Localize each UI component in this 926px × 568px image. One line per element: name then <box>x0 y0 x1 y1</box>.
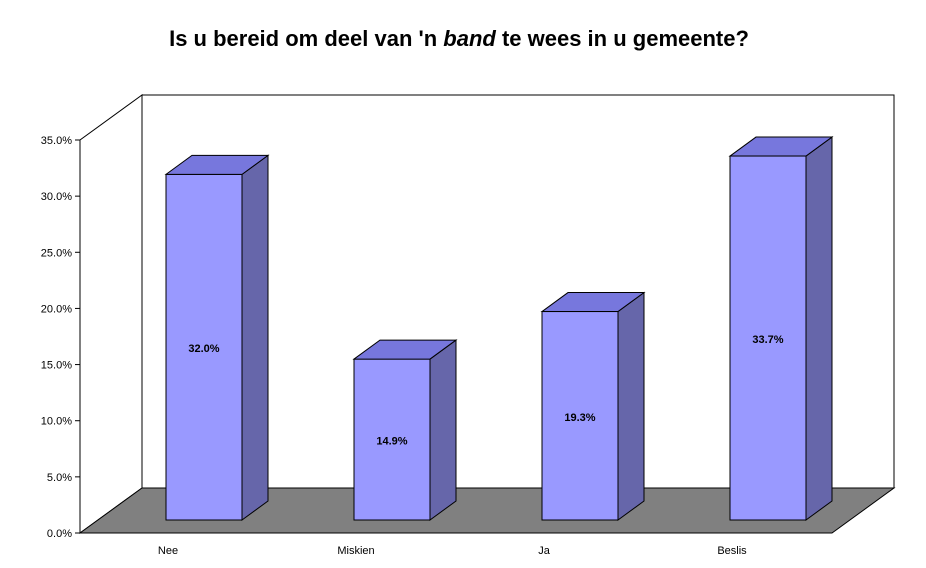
x-tick-label: Miskien <box>337 545 374 557</box>
data-label: 33.7% <box>752 334 783 346</box>
y-tick-label: 25.0% <box>41 247 72 259</box>
y-tick-label: 10.0% <box>41 416 72 428</box>
bar-top <box>164 154 270 175</box>
chart-title-part-2: te wees in u gemeente? <box>495 26 749 51</box>
side-wall <box>79 94 143 534</box>
x-tick-label: Nee <box>158 545 178 557</box>
chart-title-italic-word: band <box>443 26 496 51</box>
data-label: 32.0% <box>188 343 219 355</box>
x-tick-label: Ja <box>538 545 551 557</box>
data-label: 14.9% <box>376 436 407 448</box>
data-label: 19.3% <box>564 412 595 424</box>
bar-top <box>540 292 646 313</box>
y-tick-label: 0.0% <box>47 528 72 540</box>
bar-front <box>165 173 243 521</box>
bar-side <box>241 154 269 521</box>
y-tick-label: 5.0% <box>47 472 72 484</box>
bar-side <box>429 339 457 521</box>
y-tick-label: 20.0% <box>41 303 72 315</box>
bar-top <box>728 136 834 157</box>
x-tick-label: Beslis <box>717 545 747 557</box>
y-tick-label: 35.0% <box>41 135 72 147</box>
chart-title: Is u bereid om deel van 'n band te wees … <box>0 26 922 52</box>
bar-front <box>541 311 619 521</box>
y-tick-label: 15.0% <box>41 360 72 372</box>
bar-side <box>617 291 645 521</box>
y-tick-label: 30.0% <box>41 191 72 203</box>
bar-side <box>805 136 833 521</box>
chart-title-part-1: Is u bereid om deel van 'n <box>169 26 444 51</box>
bar-top <box>352 339 458 360</box>
